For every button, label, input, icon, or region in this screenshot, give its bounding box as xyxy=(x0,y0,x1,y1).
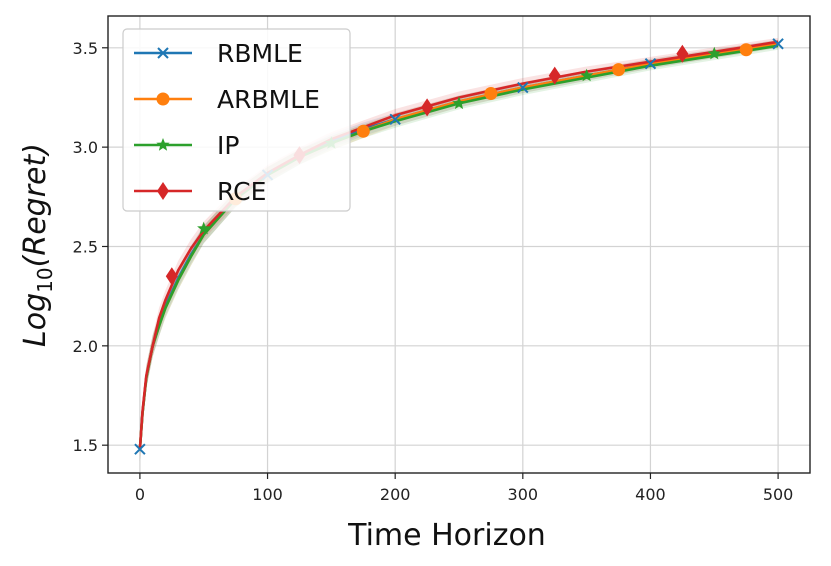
x-tick-label: 0 xyxy=(135,485,145,504)
legend-swatch-marker xyxy=(156,92,170,106)
marker-rce-shape xyxy=(548,66,561,85)
marker-ip xyxy=(707,46,721,60)
marker-rbmle xyxy=(772,38,784,50)
legend-item-rbmle: RBMLE xyxy=(134,39,303,68)
legend: RBMLE ARBMLE IP RCE xyxy=(122,28,351,212)
marker-arbmle xyxy=(484,86,498,100)
marker-rce-shape xyxy=(421,98,434,117)
legend-swatch-marker xyxy=(156,138,170,151)
legend-swatch-marker xyxy=(157,47,169,59)
marker-rbmle-stroke xyxy=(772,38,784,50)
marker-rce xyxy=(165,267,178,286)
marker-ip-shape xyxy=(580,68,594,82)
y-tick-label: 1.5 xyxy=(73,436,98,455)
marker-rbmle xyxy=(644,57,657,70)
marker-rbmle-stroke xyxy=(517,81,529,94)
legend-label: RCE xyxy=(217,177,266,206)
marker-rce xyxy=(548,66,561,85)
marker-rbmle xyxy=(389,113,401,126)
marker-rbmle-stroke xyxy=(134,443,146,455)
legend-item-arbmle: ARBMLE xyxy=(134,85,320,114)
marker-rbmle xyxy=(517,81,529,94)
marker-arbmle xyxy=(612,63,626,77)
plot-frame xyxy=(107,15,811,474)
marker-rce-shape xyxy=(676,44,689,63)
marker-arbmle xyxy=(356,124,370,138)
legend-swatch-marker-stroke xyxy=(157,47,169,59)
marker-rce-shape xyxy=(165,267,178,286)
marker-ip-shape xyxy=(707,46,721,60)
y-axis-label-base: Log xyxy=(18,293,53,347)
legend-box xyxy=(122,28,351,212)
legend-item-ip: IP xyxy=(134,131,239,160)
marker-arbmle xyxy=(739,43,753,57)
x-tick-label: 300 xyxy=(508,485,539,504)
marker-ip-shape xyxy=(197,221,211,235)
grid-lines xyxy=(108,16,810,473)
legend-swatch-marker-shape xyxy=(157,182,169,200)
x-tick-label: 400 xyxy=(635,485,666,504)
legend-swatch-marker-shape xyxy=(156,138,170,151)
legend-label: ARBMLE xyxy=(217,85,320,114)
y-tick-label: 3.0 xyxy=(73,138,98,157)
x-tick-label: 500 xyxy=(763,485,794,504)
marker-ip xyxy=(452,96,466,110)
x-axis-label: Time Horizon xyxy=(347,518,546,553)
marker-rce xyxy=(421,98,434,117)
marker-rbmle-stroke xyxy=(644,57,657,70)
marker-ip-shape xyxy=(452,96,466,110)
marker-arbmle-shape xyxy=(739,43,753,57)
y-tick-label: 2.5 xyxy=(73,237,98,256)
y-tick-label: 2.0 xyxy=(73,337,98,356)
y-axis-label-argument: (Regret) xyxy=(18,143,53,267)
marker-rbmle-stroke xyxy=(389,113,401,126)
axis-ticks: 0 100 200 300 400 500 1.5 2.0 2.5 3.0 3.5 xyxy=(73,39,794,504)
x-tick-label: 200 xyxy=(380,485,411,504)
marker-ip xyxy=(580,68,594,82)
y-axis-label: Log10(Regret) xyxy=(18,143,57,347)
legend-label: IP xyxy=(217,131,239,160)
x-tick-label: 100 xyxy=(252,485,283,504)
y-tick-label: 3.5 xyxy=(73,39,98,58)
marker-rbmle xyxy=(134,443,146,455)
legend-swatch-marker xyxy=(157,182,169,200)
marker-rce xyxy=(676,44,689,63)
marker-arbmle-shape xyxy=(484,86,498,100)
marker-arbmle-shape xyxy=(612,63,626,77)
y-axis-label-subscript: 10 xyxy=(33,267,57,292)
legend-label: RBMLE xyxy=(217,39,303,68)
marker-ip xyxy=(197,221,211,235)
legend-swatch-marker-shape xyxy=(156,92,170,106)
legend-item-rce: RCE xyxy=(134,177,266,206)
marker-arbmle-shape xyxy=(356,124,370,138)
